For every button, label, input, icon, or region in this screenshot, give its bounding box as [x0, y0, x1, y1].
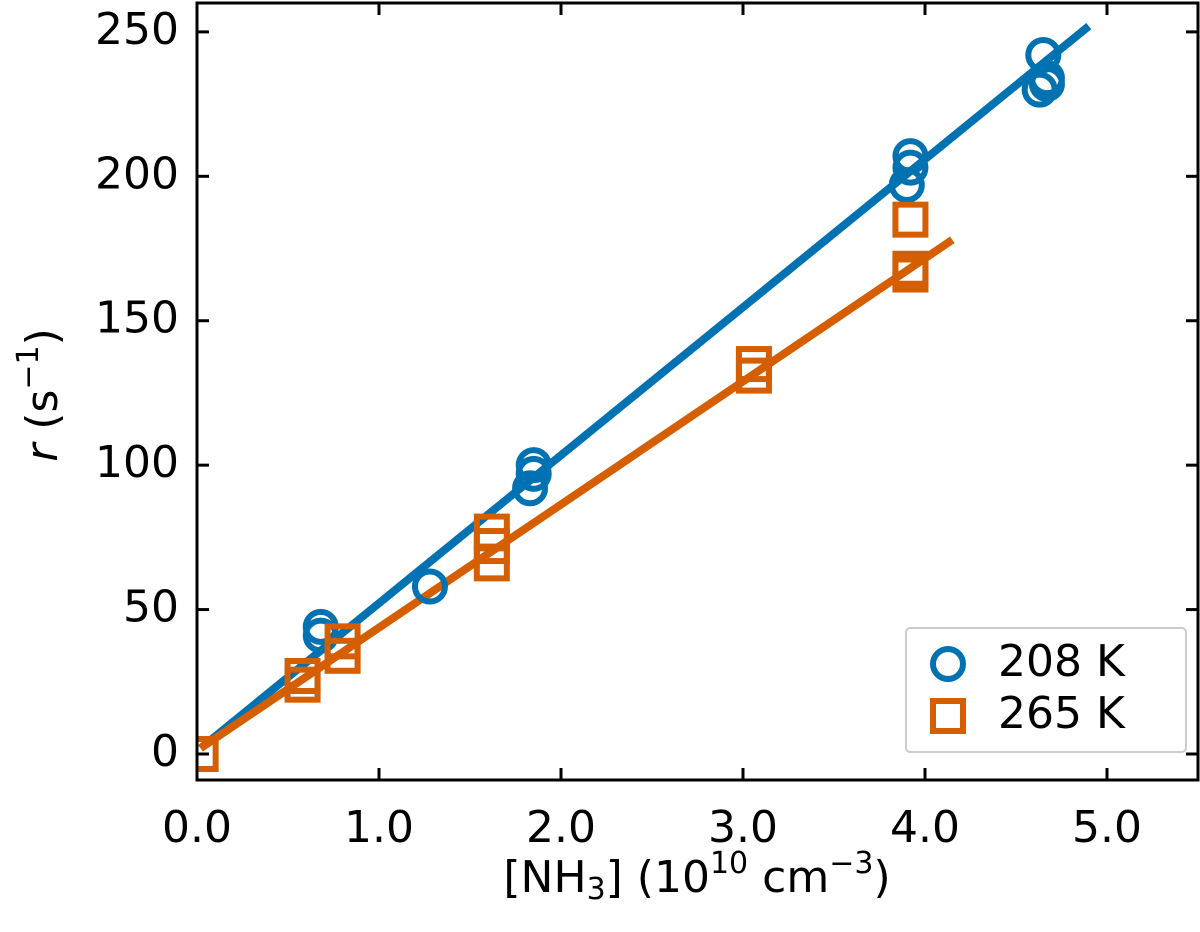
- y-label-part: r: [17, 441, 68, 462]
- x-label-part: ] (10: [606, 852, 710, 903]
- square-marker: [197, 736, 219, 773]
- x-axis-label: [NH3] (1010 cm−3): [503, 846, 890, 907]
- circle-marker: [1028, 65, 1065, 102]
- x-label-sup: 10: [710, 846, 748, 881]
- circle-marker: [302, 617, 339, 654]
- x-tick-label: 5.0: [1072, 802, 1142, 853]
- x-tick-label: 3.0: [708, 802, 778, 853]
- x-label-part: cm: [748, 852, 829, 903]
- x-label-sup: −3: [829, 846, 873, 881]
- square-marker: [473, 545, 510, 582]
- legend-label: 265 K: [998, 688, 1126, 739]
- circle-marker: [1021, 71, 1058, 108]
- legend-label: 208 K: [998, 636, 1126, 687]
- circle-marker: [512, 470, 549, 507]
- x-label-part: [NH: [503, 852, 586, 903]
- y-tick-label: 0: [151, 726, 179, 777]
- x-tick-label: 0.0: [162, 802, 232, 853]
- legend-frame: [905, 627, 1187, 753]
- y-label-sup: −1: [11, 345, 46, 389]
- x-tick-label: 1.0: [344, 802, 414, 853]
- square-marker: [930, 698, 966, 734]
- y-label-part: ): [17, 328, 68, 345]
- y-label-part: (s: [17, 390, 68, 444]
- y-axis-label: r (s−1): [11, 328, 69, 462]
- square-marker: [892, 201, 929, 238]
- circle-marker: [888, 166, 925, 203]
- circle-marker: [411, 568, 448, 605]
- square-marker: [284, 658, 321, 695]
- y-tick-label: 50: [123, 582, 179, 633]
- square-marker: [735, 357, 772, 394]
- y-tick-label: 100: [95, 437, 179, 488]
- circle-marker: [930, 646, 966, 682]
- x-label-sub: 3: [587, 872, 606, 907]
- x-tick-label: 4.0: [890, 802, 960, 853]
- y-tick-label: 150: [95, 293, 179, 344]
- circle-marker: [515, 455, 552, 492]
- square-marker: [324, 637, 361, 674]
- axes-frame: [195, 1, 1200, 782]
- circle-marker: [892, 149, 929, 186]
- plot-area: [197, 23, 1092, 773]
- y-tick-label: 250: [95, 4, 179, 55]
- x-tick-label: 2.0: [526, 802, 596, 853]
- y-tick-label: 200: [95, 148, 179, 199]
- square-marker: [892, 256, 929, 293]
- x-label-part: ): [873, 852, 890, 903]
